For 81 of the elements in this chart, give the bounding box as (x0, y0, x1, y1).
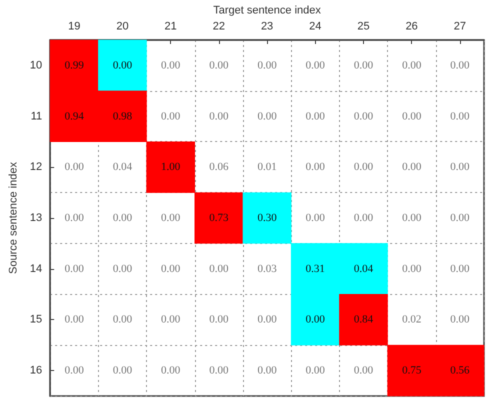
data-label: 0.00 (209, 59, 229, 72)
data-label: 0.02 (402, 314, 422, 326)
data-label: 0.00 (450, 59, 470, 72)
data-label: 0.00 (64, 314, 84, 326)
x-tick-label: 27 (454, 20, 466, 32)
data-label: 0.00 (112, 364, 133, 377)
data-label: 0.00 (161, 364, 181, 377)
x-tick-label: 19 (68, 20, 80, 32)
data-label: 0.98 (112, 110, 133, 122)
data-label: 0.00 (354, 364, 374, 377)
data-label: 0.00 (209, 364, 229, 377)
y-axis-title: Source sentence index (8, 162, 20, 274)
data-label: 0.00 (64, 212, 84, 224)
data-label: 0.00 (450, 262, 470, 275)
data-label: 0.00 (161, 262, 181, 275)
data-label: 0.56 (450, 364, 470, 377)
x-tick-label: 20 (116, 20, 129, 32)
data-label: 0.00 (257, 59, 278, 72)
x-tick-label: 25 (357, 20, 370, 32)
data-label: 0.04 (354, 262, 374, 275)
data-label: 0.00 (161, 212, 181, 224)
data-label: 1.00 (161, 161, 181, 174)
data-label: 0.00 (112, 262, 133, 275)
data-label: 0.00 (402, 212, 422, 224)
data-label: 0.00 (64, 161, 84, 174)
y-tick-label: 16 (30, 364, 42, 377)
data-label: 0.00 (257, 314, 278, 326)
y-tick-label: 13 (30, 212, 42, 224)
data-label: 0.00 (209, 314, 229, 326)
data-label: 0.00 (64, 364, 84, 377)
x-tick-label: 24 (309, 20, 322, 32)
data-label: 0.00 (402, 161, 422, 174)
data-label: 0.00 (306, 314, 326, 326)
data-label: 0.00 (402, 59, 422, 72)
data-label: 0.00 (402, 262, 422, 275)
data-label: 0.00 (161, 59, 181, 72)
data-label: 0.00 (112, 314, 133, 326)
data-label: 0.00 (306, 110, 326, 122)
data-label: 0.00 (257, 364, 278, 377)
data-label: 0.00 (402, 110, 422, 122)
data-label: 0.00 (161, 314, 181, 326)
data-label: 0.06 (209, 161, 229, 174)
data-label: 0.00 (354, 59, 374, 72)
data-label: 0.00 (306, 364, 326, 377)
data-label: 0.94 (64, 110, 84, 122)
data-label: 0.00 (450, 161, 470, 174)
data-label: 0.99 (64, 59, 84, 72)
x-tick-label: 26 (406, 20, 418, 32)
x-tick-label: 22 (212, 20, 225, 32)
data-label: 0.00 (354, 212, 374, 224)
data-label: 0.31 (306, 262, 325, 275)
data-label: 0.00 (257, 110, 278, 122)
data-label: 0.30 (257, 212, 278, 224)
data-label: 0.00 (209, 110, 229, 122)
data-label: 0.01 (257, 161, 277, 174)
data-label: 0.00 (64, 262, 84, 275)
data-label: 0.00 (450, 314, 470, 326)
data-label: 0.84 (354, 314, 374, 326)
y-tick-label: 15 (30, 314, 42, 326)
y-tick-label: 12 (30, 161, 42, 174)
y-tick-label: 11 (30, 110, 42, 122)
data-label: 0.00 (306, 59, 326, 72)
data-label: 0.04 (112, 161, 133, 174)
data-label: 0.00 (112, 212, 133, 224)
data-label: 0.00 (161, 110, 181, 122)
data-label: 0.00 (450, 110, 470, 122)
data-label: 0.00 (306, 161, 326, 174)
data-label: 0.00 (209, 262, 229, 275)
data-label: 0.00 (306, 212, 326, 224)
x-tick-label: 23 (260, 20, 274, 32)
data-label: 0.00 (450, 212, 470, 224)
data-label: 0.75 (402, 364, 422, 377)
data-label: 0.00 (354, 161, 374, 174)
data-label: 0.00 (112, 59, 133, 72)
y-tick-label: 14 (30, 262, 42, 275)
y-tick-label: 10 (30, 59, 42, 72)
x-tick-label: 21 (164, 20, 177, 32)
x-axis-title: Target sentence index (213, 4, 322, 16)
data-label: 0.00 (354, 110, 374, 122)
data-label: 0.73 (209, 212, 229, 224)
data-label: 0.03 (257, 262, 278, 275)
